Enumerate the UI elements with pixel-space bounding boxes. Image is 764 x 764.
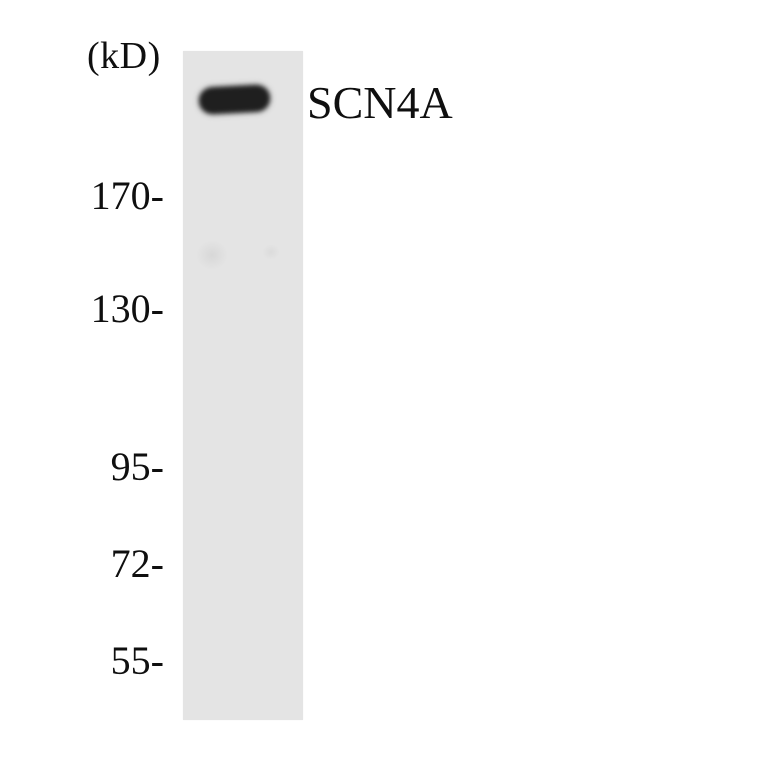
blot-lane: [183, 51, 303, 720]
ladder-marker-170: 170-: [90, 173, 164, 218]
protein-band: [198, 84, 271, 115]
kd-unit-label: (kD): [87, 35, 161, 77]
ladder-marker-130: 130-: [90, 286, 164, 331]
faint-background-artifact: [196, 240, 228, 270]
band-target-label: SCN4A: [307, 77, 453, 128]
faint-background-artifact: [262, 244, 280, 260]
ladder-marker-72: 72-: [110, 541, 164, 586]
ladder-marker-55: 55-: [110, 638, 164, 683]
ladder-marker-95: 95-: [110, 444, 164, 489]
